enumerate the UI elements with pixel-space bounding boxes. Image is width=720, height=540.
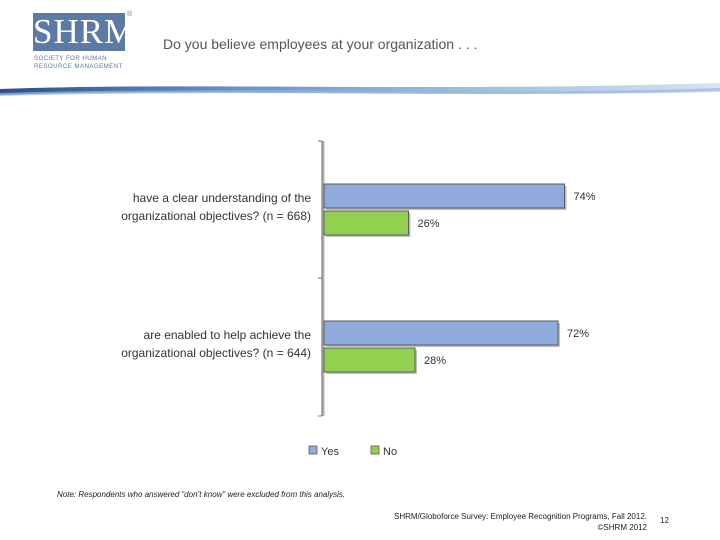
source-citation: SHRM/Globoforce Survey: Employee Recogni…: [360, 511, 647, 533]
data-label: 74%: [574, 191, 596, 203]
bar-no: [323, 347, 416, 373]
category-label: are enabled to help achieve the: [144, 328, 312, 342]
data-label: 28%: [424, 355, 446, 367]
legend-swatch-no: [370, 445, 380, 455]
slide-title: Do you believe employees at your organiz…: [163, 36, 478, 52]
header-stripe: [0, 83, 720, 96]
category-label: organizational objectives? (n = 644): [121, 346, 311, 360]
legend-label: Yes: [321, 446, 339, 458]
logo-subtitle-line2: RESOURCE MANAGEMENT: [34, 63, 123, 70]
source-line-1: SHRM/Globoforce Survey: Employee Recogni…: [394, 512, 647, 521]
category-label: have a clear understanding of the: [133, 191, 311, 205]
footnote: Note: Respondents who answered “don’t kn…: [57, 490, 346, 499]
bar-yes: [323, 320, 559, 346]
legend-swatch-yes: [308, 445, 318, 455]
logo-subtitle: SOCIETY FOR HUMAN RESOURCE MANAGEMENT: [34, 55, 130, 71]
bar-no: [323, 210, 409, 236]
data-label: 26%: [418, 218, 440, 230]
source-line-2: ©SHRM 2012: [597, 523, 647, 532]
category-label: organizational objectives? (n = 668): [121, 209, 311, 223]
shrm-logo: SHRM ® SOCIETY FOR HUMAN RESOURCE MANAGE…: [33, 11, 137, 75]
registered-mark: ®: [127, 11, 133, 18]
page-number: 12: [660, 516, 669, 525]
logo-mark: SHRM: [33, 12, 137, 51]
bar-yes: [323, 183, 565, 209]
logo-subtitle-line1: SOCIETY FOR HUMAN: [34, 55, 108, 62]
data-label: 72%: [567, 328, 589, 340]
legend-label: No: [383, 446, 397, 458]
